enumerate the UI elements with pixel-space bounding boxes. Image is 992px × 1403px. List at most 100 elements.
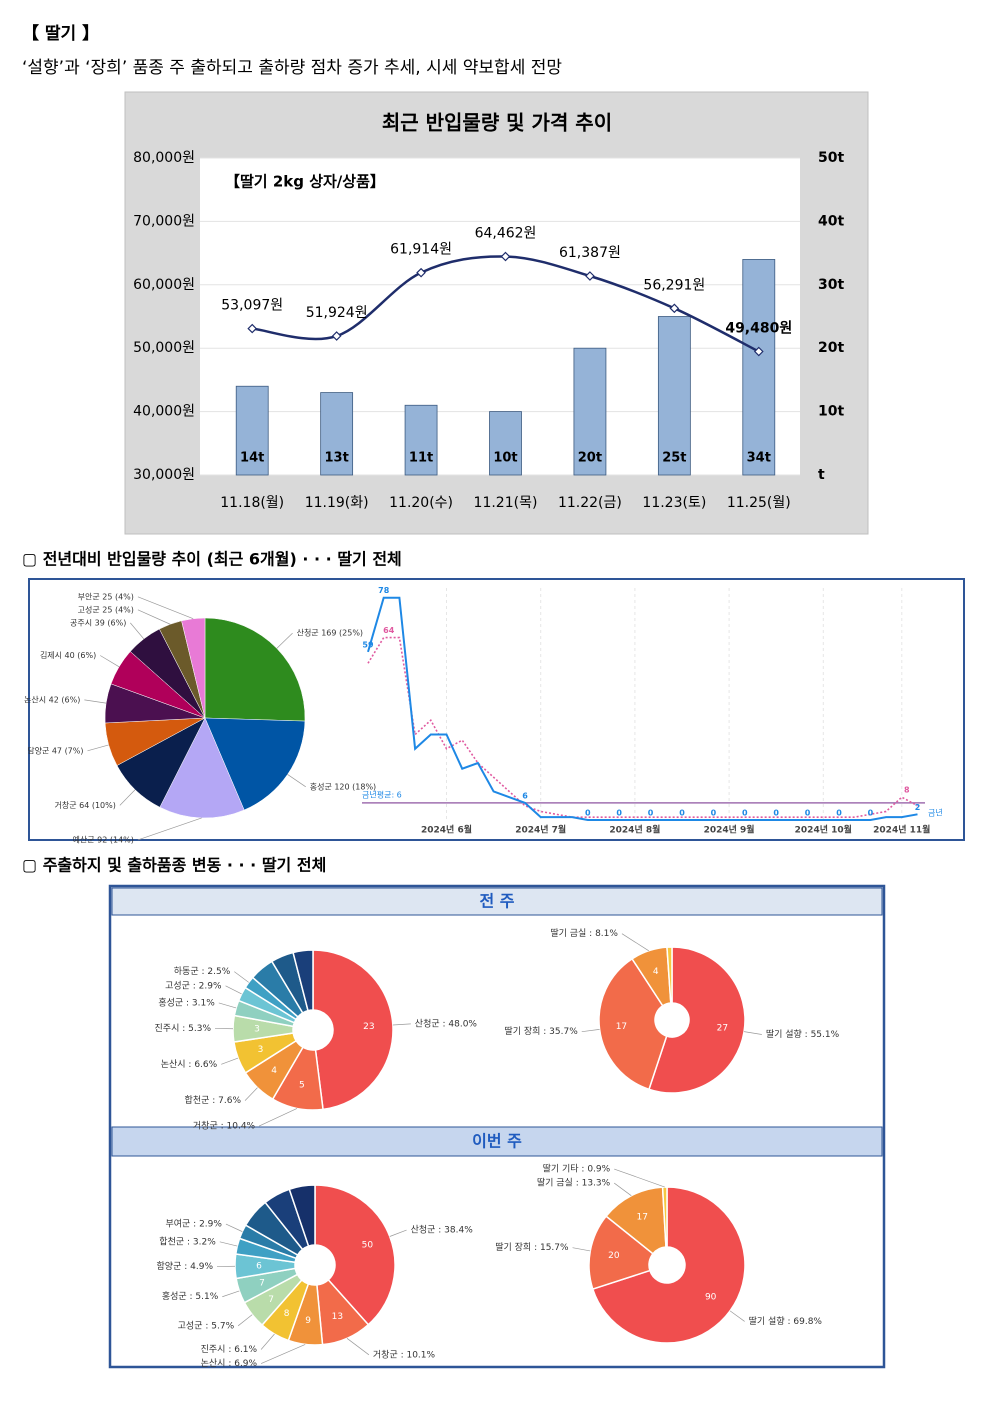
bar	[320, 392, 354, 476]
slice-label: 김제시 40 (6%)	[40, 650, 96, 660]
leader-line	[87, 744, 109, 752]
slice-label: 공주시 39 (6%)	[70, 618, 126, 627]
slice-label: 거창군 64 (10%)	[54, 801, 115, 810]
point	[416, 267, 426, 278]
leader-line	[219, 1241, 238, 1247]
leader-line	[581, 1029, 600, 1033]
leader-line	[130, 622, 145, 640]
price-label: 61,914원	[390, 242, 452, 258]
leader-line	[84, 699, 107, 704]
slice	[314, 1184, 396, 1326]
bar-label: 34t	[747, 451, 771, 466]
point-label: 0	[679, 809, 685, 818]
point-label: 0	[773, 809, 779, 818]
slice-count: 4	[271, 1066, 277, 1076]
panel-header	[111, 887, 883, 916]
slice-count: 6	[256, 1261, 262, 1271]
bar-label: 25t	[662, 451, 686, 466]
slice-label: 거창군 : 10.4%	[193, 1121, 256, 1132]
leader-line	[346, 1338, 370, 1356]
leader-line	[276, 632, 293, 649]
slice-count: 3	[254, 1025, 260, 1035]
x-tick-label: 2024년 10월	[795, 824, 852, 836]
page-title: 【 딸기 】	[22, 23, 99, 44]
price-label: 61,387원	[559, 245, 621, 261]
leader-line	[221, 1057, 239, 1065]
x-tick-label: 11.23(토)	[642, 495, 706, 511]
slice-label: 하동군 : 2.5%	[174, 966, 231, 977]
point	[585, 271, 595, 281]
point-label: 78	[378, 586, 390, 595]
bar-label: 14t	[240, 451, 264, 466]
slice-label: 딸기 설향 : 55.1%	[766, 1028, 840, 1040]
leader-line	[392, 1023, 411, 1026]
bar	[573, 347, 607, 476]
leader-line	[100, 655, 120, 668]
leader-line	[260, 1333, 275, 1350]
bar	[404, 404, 438, 476]
slice-count: 27	[717, 1024, 728, 1034]
leader-line	[137, 609, 171, 625]
leader-line	[287, 774, 306, 788]
slice-label: 딸기 설향 : 69.8%	[749, 1315, 823, 1327]
y-tick-label: 80,000원	[133, 150, 195, 166]
point	[753, 346, 764, 357]
legend-label: 금년	[928, 808, 943, 818]
slice-label: 딸기 장희 : 15.7%	[495, 1241, 569, 1253]
leader-line	[258, 1108, 298, 1127]
slice	[648, 946, 746, 1094]
y2-tick-label: 30t	[818, 277, 844, 293]
x-tick-label: 11.18(월)	[220, 495, 284, 511]
slice-label: 고성군 : 2.9%	[165, 980, 222, 991]
leader-line	[614, 1168, 665, 1188]
leader-line	[225, 985, 242, 995]
slice	[288, 1184, 316, 1248]
slice	[666, 946, 673, 1004]
y-tick-label: 40,000원	[133, 404, 195, 420]
slice-count: 17	[616, 1022, 627, 1032]
x-tick-label: 2024년 11월	[873, 824, 930, 836]
leader-line	[225, 1223, 243, 1232]
slice-label: 산청군 169 (25%)	[297, 628, 363, 638]
leader-line	[260, 1344, 306, 1364]
annotation: 【딸기 2kg 상자/상품】	[225, 173, 385, 191]
y-tick-label: 70,000원	[133, 213, 195, 229]
x-tick-label: 2024년 7월	[515, 824, 566, 836]
leader-line	[119, 789, 136, 806]
y2-tick-label: 20t	[818, 340, 844, 356]
slice-count: 9	[305, 1316, 311, 1326]
page-subtitle: ‘설향’과 ‘장희’ 품종 주 출하되고 출하량 점차 증가 추세, 시세 약보…	[22, 58, 562, 78]
price-label: 64,462원	[475, 226, 537, 242]
series-line	[367, 636, 918, 818]
slice-count: 13	[332, 1312, 343, 1322]
x-tick-label: 2024년 8월	[609, 824, 660, 836]
y-tick-label: 30,000원	[133, 467, 195, 483]
slice-count: 90	[705, 1292, 717, 1302]
point-label: 0	[805, 809, 811, 818]
slice-label: 논산시 : 6.9%	[201, 1358, 258, 1369]
slice	[292, 949, 314, 1012]
slice-count: 7	[268, 1295, 274, 1305]
slice-label: 산청군 : 38.4%	[411, 1225, 474, 1236]
panel-title: 전 주	[479, 892, 514, 911]
slice-label: 홍성군 : 5.1%	[162, 1290, 219, 1302]
slice-label: 합천군 : 7.6%	[185, 1095, 242, 1106]
series-line	[367, 596, 918, 821]
point-label: 6	[522, 791, 528, 800]
leader-line	[244, 1087, 258, 1101]
leader-line	[218, 1002, 237, 1009]
x-tick-label: 11.21(목)	[474, 495, 538, 511]
average-label: 금년평균: 6	[362, 789, 402, 799]
leader-line	[237, 1314, 253, 1327]
section-heading: ▢ 주출하지 및 출하품종 변동 · · · 딸기 전체	[22, 856, 326, 875]
bar-label: 11t	[409, 451, 433, 466]
slice-count: 7	[259, 1279, 265, 1289]
price-label: 53,097원	[221, 298, 283, 314]
chart-title: 최근 반입물량 및 가격 추이	[382, 111, 612, 135]
slice-count: 8	[284, 1309, 290, 1319]
panel-header	[111, 1126, 883, 1157]
slice-count: 3	[258, 1045, 264, 1055]
point-label: 0	[836, 809, 842, 818]
slice-label: 산청군 : 48.0%	[415, 1018, 478, 1029]
